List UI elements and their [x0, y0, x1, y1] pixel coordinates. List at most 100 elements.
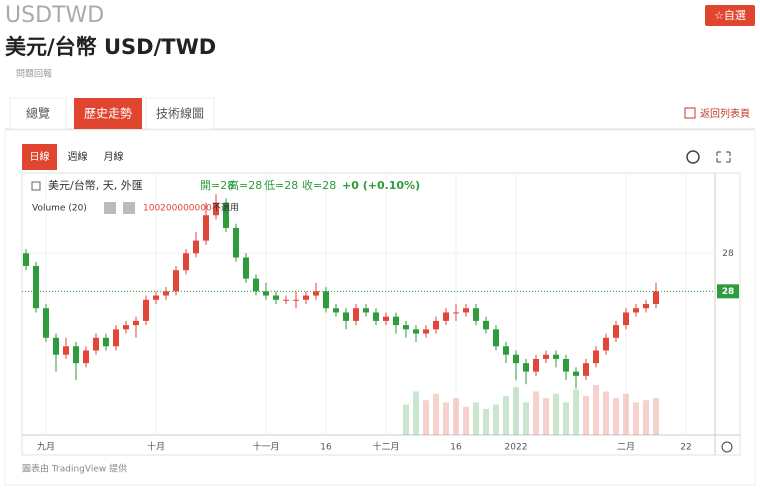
candle-body [243, 257, 249, 279]
candle-body [93, 337, 99, 351]
legend-open: 開=28 [200, 179, 234, 192]
footer: 圖表由 TradingView 提供 [22, 463, 127, 475]
candle-body [543, 354, 549, 359]
volume-bar [493, 404, 499, 435]
legend-symbol: 美元/台幣, 天, 外匯 [48, 178, 143, 192]
candle-body [313, 291, 319, 296]
candle-body [103, 337, 109, 347]
candle-body [583, 363, 589, 376]
chart-frame [21, 172, 741, 456]
volume-value: 100200000000 [143, 204, 212, 214]
candle-body [403, 325, 409, 330]
tab[interactable]: 歷史走勢 [84, 106, 132, 121]
volume-bar [443, 402, 449, 435]
tab[interactable]: 總覽 [26, 106, 50, 121]
volume-bar [413, 391, 419, 435]
candle-body [133, 320, 139, 326]
candle-body [463, 308, 469, 313]
candle-body [203, 215, 209, 241]
legend-change: +0 (+0.10%) [342, 179, 420, 192]
candle-body [373, 312, 379, 321]
candle-body [513, 354, 519, 364]
interval-active-bg [22, 144, 57, 170]
volume-bar [433, 393, 439, 435]
volume-bar [603, 391, 609, 435]
candle-body [53, 337, 59, 355]
candle-body [193, 240, 199, 254]
volume-bar [503, 395, 509, 435]
candle-body [493, 329, 499, 347]
chart-card [4, 129, 756, 486]
candle-body [343, 312, 349, 321]
candle-body [253, 278, 259, 292]
candle-body [163, 291, 169, 296]
axis-settings[interactable] [721, 441, 733, 453]
volume-bar [533, 391, 539, 435]
last-price-box [717, 284, 739, 299]
volume-bar [633, 402, 639, 435]
candle-body [383, 316, 389, 321]
volume-bar [483, 408, 489, 435]
candle-body [303, 295, 309, 300]
x-tick-label: 十月 [147, 441, 165, 453]
volume-settings[interactable] [104, 202, 116, 214]
volume-bar [423, 400, 429, 435]
symbol: USDTWD [5, 3, 104, 28]
candle-body [73, 346, 79, 364]
legend-low: 低=28 [264, 179, 298, 192]
candle-body [603, 337, 609, 351]
candle-body [623, 312, 629, 326]
candle-body [83, 350, 89, 364]
watch-label[interactable]: ☆自選 [714, 9, 746, 22]
volume-close[interactable] [123, 202, 135, 214]
candle-body [173, 270, 179, 292]
candle-body [653, 291, 659, 304]
candle-body [523, 363, 529, 372]
candle-body [263, 291, 269, 296]
candle-body [63, 346, 69, 355]
candle-body [323, 291, 329, 309]
x-tick-label: 十一月 [252, 441, 279, 453]
fullscreen-icon[interactable] [716, 151, 731, 163]
candle-body [283, 299, 289, 301]
volume-bar [563, 402, 569, 435]
last-price-label: 28 [722, 287, 735, 297]
tab[interactable]: 技術線圖 [156, 106, 204, 121]
candle-body [353, 308, 359, 321]
volume-bar [573, 389, 579, 435]
candle-body [573, 371, 579, 376]
volume-bar [623, 393, 629, 435]
volume-bar [613, 398, 619, 435]
legend-close: 收=28 [302, 178, 336, 192]
interval[interactable]: 週線 [68, 150, 88, 163]
volume-bar [523, 402, 529, 435]
volume-bar [643, 400, 649, 435]
back-icon [684, 107, 696, 119]
interval[interactable]: 月線 [104, 150, 124, 163]
back-link[interactable]: 返回列表頁 [700, 107, 750, 120]
y-tick-label: 28 [722, 249, 734, 259]
candle-body [483, 320, 489, 330]
interval[interactable]: 日線 [30, 150, 50, 163]
candle-body [593, 350, 599, 364]
x-tick-label: 16 [320, 443, 332, 453]
x-tick-label: 16 [450, 443, 462, 453]
volume-bar [543, 398, 549, 435]
volume-bar [453, 398, 459, 435]
x-tick-label: 22 [680, 443, 691, 453]
report-link[interactable]: 問題回報 [16, 69, 52, 80]
candle-body [643, 304, 649, 309]
candle-body [223, 202, 229, 228]
volume-bar [403, 404, 409, 435]
candle-body [233, 227, 239, 258]
candle-body [153, 295, 159, 300]
candle-body [183, 253, 189, 271]
collapse-icon[interactable] [31, 181, 41, 191]
candle-body [413, 329, 419, 334]
settings-icon[interactable] [686, 150, 700, 164]
candle-body [333, 308, 339, 313]
watch-button[interactable] [705, 5, 755, 26]
x-tick-label: 十二月 [372, 441, 399, 453]
candle-body [443, 312, 449, 321]
